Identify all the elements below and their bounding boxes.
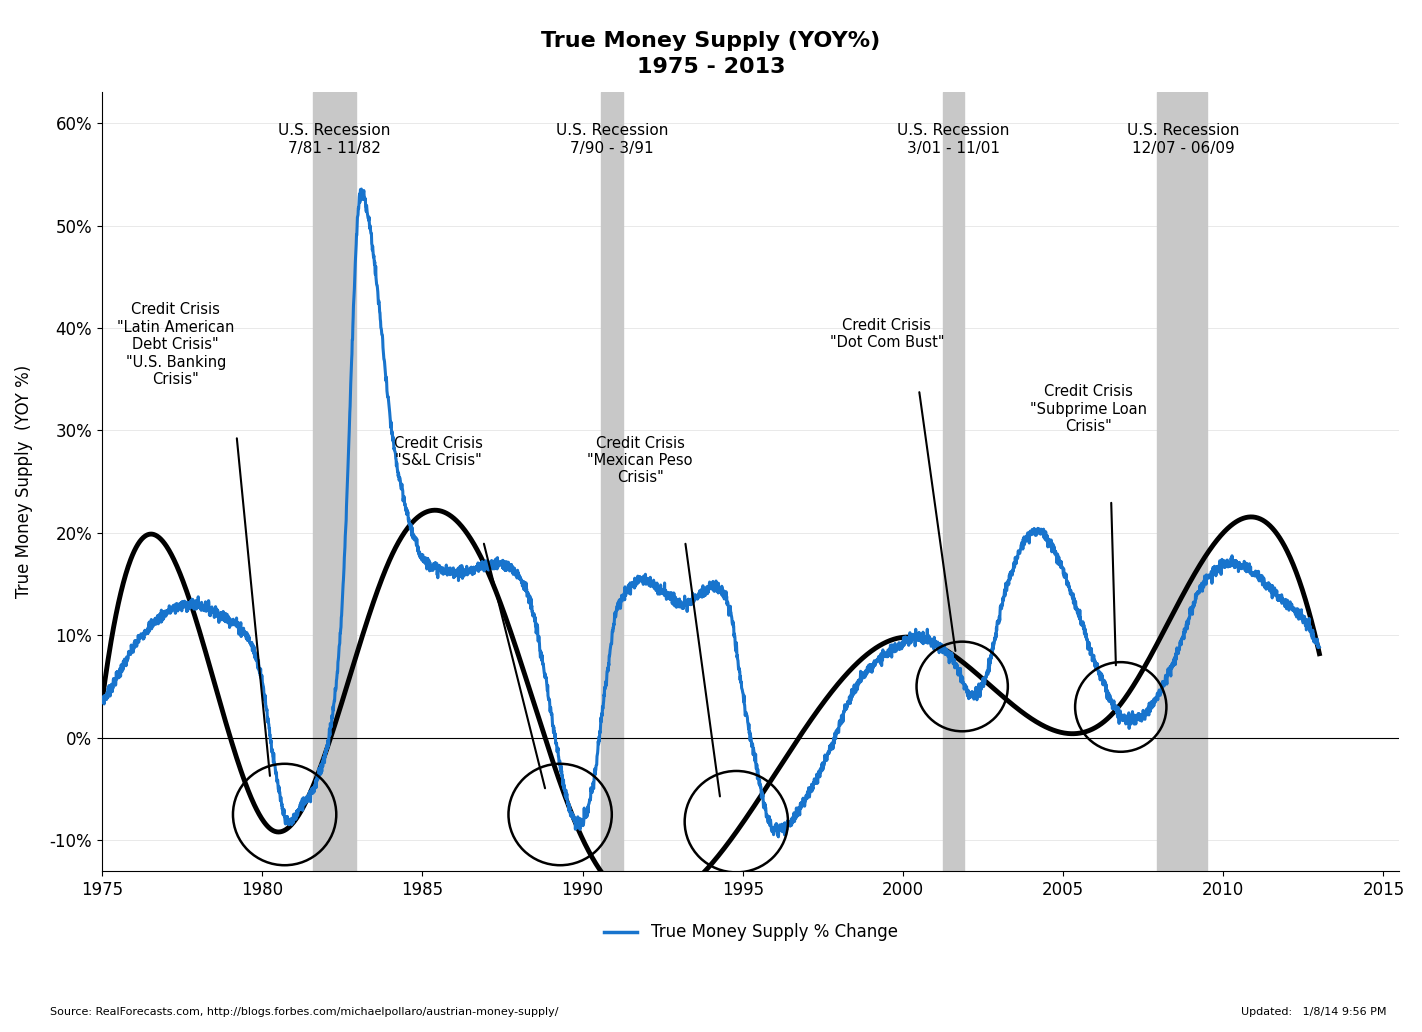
Text: Credit Crisis
"Latin American
Debt Crisis"
"U.S. Banking
Crisis": Credit Crisis "Latin American Debt Crisi… xyxy=(117,302,235,387)
True Money Supply % Change xyxy=(353,183,370,195)
Y-axis label: True Money Supply  (YOY %): True Money Supply (YOY %) xyxy=(16,365,33,599)
Text: U.S. Recession
12/07 - 06/09: U.S. Recession 12/07 - 06/09 xyxy=(1128,123,1240,156)
True Money Supply % Change xyxy=(606,618,623,631)
Text: Updated:   1/8/14 9:56 PM: Updated: 1/8/14 9:56 PM xyxy=(1241,1006,1386,1017)
True Money Supply % Change xyxy=(1274,595,1291,608)
True Money Supply % Change xyxy=(978,668,995,680)
Text: U.S. Recession
3/01 - 11/01: U.S. Recession 3/01 - 11/01 xyxy=(897,123,1010,156)
Bar xyxy=(313,93,356,871)
True Money Supply % Change xyxy=(614,590,631,603)
Text: Credit Crisis
"Dot Com Bust": Credit Crisis "Dot Com Bust" xyxy=(829,318,944,350)
True Money Supply % Change xyxy=(673,596,690,609)
Line: True Money Supply % Change: True Money Supply % Change xyxy=(102,189,1320,837)
Bar xyxy=(602,93,623,871)
Text: U.S. Recession
7/90 - 3/91: U.S. Recession 7/90 - 3/91 xyxy=(556,123,668,156)
Bar xyxy=(1156,93,1207,871)
True Money Supply % Change xyxy=(1311,641,1328,653)
Text: 1975 - 2013: 1975 - 2013 xyxy=(637,57,785,76)
Text: True Money Supply (YOY%): True Money Supply (YOY%) xyxy=(542,31,880,51)
Legend: True Money Supply % Change: True Money Supply % Change xyxy=(597,916,904,948)
Text: Credit Crisis
"S&L Crisis": Credit Crisis "S&L Crisis" xyxy=(394,436,483,467)
Text: Credit Crisis
"Mexican Peso
Crisis": Credit Crisis "Mexican Peso Crisis" xyxy=(587,436,693,485)
Text: U.S. Recession
7/81 - 11/82: U.S. Recession 7/81 - 11/82 xyxy=(279,123,391,156)
Text: Credit Crisis
"Subprime Loan
Crisis": Credit Crisis "Subprime Loan Crisis" xyxy=(1030,384,1148,434)
True Money Supply % Change xyxy=(94,690,111,703)
True Money Supply % Change xyxy=(769,831,786,843)
True Money Supply % Change xyxy=(1213,553,1230,566)
Text: Source: RealForecasts.com, http://blogs.forbes.com/michaelpollaro/austrian-money: Source: RealForecasts.com, http://blogs.… xyxy=(50,1006,559,1017)
Bar xyxy=(943,93,964,871)
